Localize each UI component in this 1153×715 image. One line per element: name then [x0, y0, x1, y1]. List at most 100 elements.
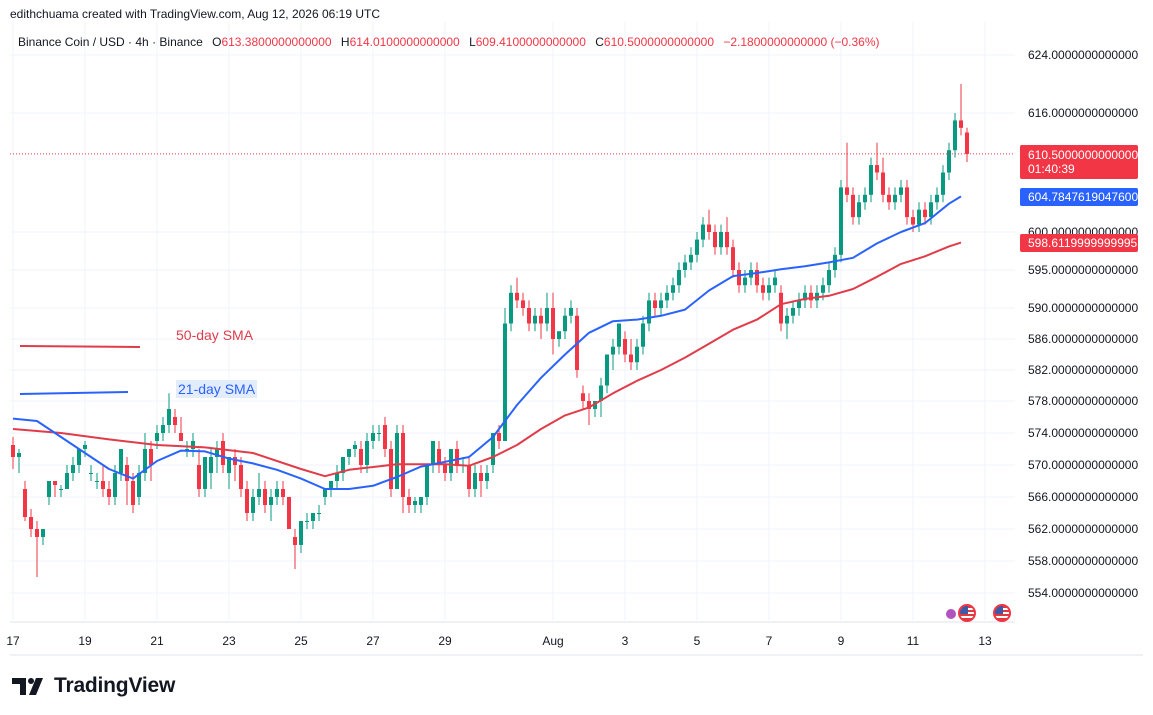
time-axis-tick-label: 19: [78, 634, 92, 648]
candle-body: [557, 331, 561, 339]
last-price-tag: 610.5000000000000 01:40:39: [1020, 145, 1138, 179]
candle-body: [713, 232, 717, 248]
candle-body: [617, 323, 621, 347]
tradingview-logo[interactable]: TradingView: [12, 674, 175, 698]
time-axis-tick-label: 27: [366, 634, 380, 648]
time-axis-tick-label: 29: [438, 634, 452, 648]
candle-body: [155, 433, 159, 441]
open-value: 613.3800000000000: [221, 35, 332, 49]
candle-body: [95, 481, 99, 482]
candle-body: [101, 481, 105, 489]
candle-body: [929, 202, 933, 218]
candle-body: [671, 285, 675, 293]
candle-body: [329, 481, 333, 489]
candle-body: [731, 247, 735, 270]
candle-body: [359, 449, 363, 465]
candle-body: [947, 150, 951, 173]
high-label: H: [340, 35, 350, 49]
candle-body: [347, 449, 351, 457]
us-flag-icon[interactable]: [958, 604, 976, 622]
price-axis-tick-label: 590.0000000000000: [1028, 301, 1138, 315]
candle-body: [59, 489, 63, 490]
close-value: 610.5000000000000: [603, 35, 715, 49]
candle-body: [515, 292, 519, 301]
tradingview-logo-icon: [12, 678, 43, 695]
candle-body: [611, 346, 615, 355]
candle-body: [341, 457, 345, 473]
candle-body: [377, 433, 381, 434]
candle-body: [647, 300, 651, 324]
sma50-legend-label: 50-day SMA: [176, 327, 254, 343]
sma21-legend-label: 21-day SMA: [176, 380, 258, 398]
candle-body: [833, 254, 837, 270]
candle-body: [149, 449, 153, 465]
time-axis-tick-label: 7: [766, 634, 773, 648]
candle-body: [509, 292, 513, 324]
low-value: 609.4100000000000: [475, 35, 586, 49]
candle-body: [317, 513, 321, 514]
candle-body: [119, 449, 123, 473]
candle-body: [173, 417, 177, 425]
symbol-label[interactable]: Binance Coin / USD · 4h · Binance: [18, 35, 203, 49]
candle-body: [209, 457, 213, 473]
candle-body: [605, 354, 609, 386]
candle-body: [485, 473, 489, 481]
candle-body: [353, 445, 357, 449]
candle-body: [185, 449, 189, 450]
candle-body: [125, 465, 129, 481]
low-label: L: [469, 35, 476, 49]
candle-body: [719, 232, 723, 248]
candle-body: [443, 465, 447, 473]
price-axis-tick-label: 616.0000000000000: [1028, 106, 1138, 120]
candle-body: [65, 473, 69, 489]
candle-body: [797, 300, 801, 308]
candle-body: [701, 224, 705, 240]
candle-body: [197, 465, 201, 489]
candle-body: [431, 441, 435, 465]
candle-body: [299, 521, 303, 545]
candle-body: [773, 277, 777, 286]
time-axis-tick-label: 3: [622, 634, 629, 648]
candle-body: [323, 489, 327, 497]
candle-body: [263, 489, 267, 505]
candle-body: [965, 132, 969, 154]
open-label: O: [212, 35, 222, 49]
candle-body: [113, 473, 117, 497]
time-axis-tick-label: 9: [838, 634, 845, 648]
candle-body: [743, 277, 747, 286]
candle-body: [689, 254, 693, 263]
candle-body: [179, 433, 183, 441]
candle-body: [785, 315, 789, 324]
candle-body: [371, 433, 375, 441]
candle-body: [203, 457, 207, 489]
time-axis-tick-label: 5: [694, 634, 701, 648]
event-marker-icon[interactable]: [946, 609, 956, 619]
price-axis-tick-label: 558.0000000000000: [1028, 554, 1138, 568]
candle-body: [251, 497, 255, 513]
candle-body: [755, 270, 759, 286]
candle-body: [683, 262, 687, 270]
candle-body: [641, 323, 645, 347]
candle-body: [257, 489, 261, 497]
candle-body: [827, 270, 831, 286]
price-axis-tick-label: 595.0000000000000: [1028, 263, 1138, 277]
candle-body: [275, 489, 279, 497]
bar-countdown: 01:40:39: [1028, 162, 1075, 176]
candle-body: [293, 537, 297, 545]
us-flag-icon[interactable]: [993, 604, 1011, 622]
candle-body: [695, 239, 699, 255]
candle-body: [215, 449, 219, 457]
candle-body: [389, 449, 393, 489]
candle-body: [413, 501, 417, 505]
candle-body: [659, 300, 663, 308]
candle-body: [11, 445, 15, 457]
candle-body: [467, 465, 471, 489]
candle-body: [623, 339, 627, 355]
candle-body: [761, 285, 765, 293]
candle-body: [311, 513, 315, 521]
candle-body: [599, 385, 603, 401]
candle-body: [71, 465, 75, 473]
candle-body: [455, 449, 459, 465]
candle-body: [227, 457, 231, 473]
